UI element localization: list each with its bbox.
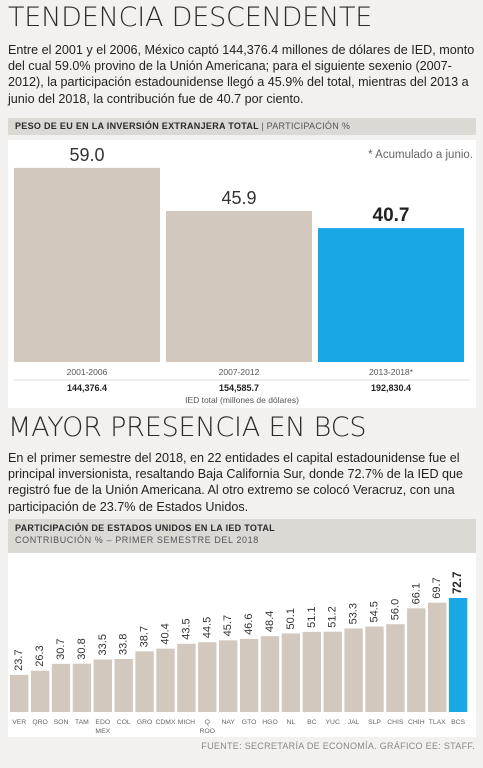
chart2-category-label: TLAX: [429, 719, 446, 726]
chart2-bar: [177, 643, 196, 712]
chart1-total-label: 154,585.7: [219, 383, 259, 393]
chart2-value-label: 48.4: [264, 611, 276, 632]
section1-title: TENDENCIA DESCENDENTE: [8, 2, 373, 33]
chart2-bar: [365, 626, 384, 712]
chart2-panel: 23.7 VER 26.3 QRO 30.7 SON 30.8 TAM 33.5 EDO MEX 33…: [8, 553, 476, 737]
chart2-value-label: 54.5: [369, 601, 381, 622]
chart2-category-label: NL: [287, 719, 296, 726]
chart2-category-label: SLP: [368, 719, 381, 726]
chart2-value-label: 38.7: [139, 626, 151, 647]
chart2-value-label: 56.0: [389, 599, 401, 620]
chart2-bar: [386, 624, 405, 712]
chart2-category-label: GTO: [242, 719, 257, 726]
chart1-category-label: 2007-2012: [219, 367, 260, 377]
chart2-value-label: 69.7: [431, 577, 443, 598]
chart2-value-label: 30.8: [76, 638, 88, 659]
chart2-value-label: 33.8: [118, 634, 130, 655]
chart2-bar: [239, 638, 259, 712]
chart2-category-label: TAM: [75, 719, 89, 726]
chart2-bar: [260, 636, 280, 712]
chart2-category-label: CHIS: [387, 719, 404, 726]
chart2-bar: [448, 598, 468, 712]
chart2-value-label: 44.5: [201, 617, 213, 638]
chart2-value-label: 45.7: [222, 615, 234, 636]
chart2-category-label: BC: [307, 719, 317, 726]
chart2-bar: [93, 659, 112, 712]
chart2-category-label: GRO: [137, 719, 152, 726]
chart2-bar: [10, 674, 29, 712]
chart2-svg: 23.7 VER 26.3 QRO 30.7 SON 30.8 TAM 33.5 EDO MEX 33…: [10, 572, 468, 735]
chart2-category-label: JAL: [348, 719, 360, 726]
chart2-bar: [407, 608, 426, 712]
section1-paragraph: Entre el 2001 y el 2006, México captó 14…: [8, 43, 475, 106]
chart1-header-subtitle: PARTICIPACIÓN %: [266, 121, 351, 131]
chart2-header-subtitle: CONTRIBUCIÓN % – PRIMER SEMESTRE DEL 201…: [15, 535, 259, 545]
chart2-value-label: 26.3: [34, 645, 46, 666]
chart2-bar: [72, 663, 92, 712]
chart2-bar: [302, 631, 321, 712]
chart2-bar: [344, 628, 363, 712]
chart1-totals-caption: IED total (millones de dólares): [185, 395, 299, 405]
chart1-bar: [14, 167, 160, 362]
chart1-panel: 59.0 2001-2006 144,376.4 45.9 2007-2012 154,5…: [8, 140, 476, 408]
chart2-category-label: HGO: [262, 719, 277, 726]
chart2-value-label: 30.7: [55, 638, 67, 659]
chart2-category-label: ROO: [200, 728, 215, 735]
chart2-bar: [198, 642, 217, 712]
chart2-category-label: NAY: [221, 719, 235, 726]
chart2-category-label: EDO: [95, 719, 110, 726]
chart1-category-label: 2013-2018*: [369, 367, 414, 377]
chart1-total-label: 144,376.4: [67, 383, 107, 393]
chart2-header: PARTICIPACIÓN DE ESTADOS UNIDOS EN LA IE…: [8, 519, 476, 553]
chart2-value-label: 53.3: [348, 603, 360, 624]
section2-title: MAYOR PRESENCIA EN BCS: [8, 412, 367, 443]
chart2-bar: [51, 663, 71, 712]
chart2-category-label: CDMX: [155, 719, 175, 726]
chart2-value-label: 33.5: [97, 634, 109, 655]
chart2-category-label: COL: [117, 719, 131, 726]
chart2-value-label: 43.5: [180, 618, 192, 639]
chart2-value-label: 40.4: [160, 623, 172, 644]
chart2-category-label: BCS: [451, 719, 465, 726]
chart2-bar: [114, 658, 133, 712]
chart1-bar: [166, 210, 312, 362]
chart1-svg: 59.0 2001-2006 144,376.4 45.9 2007-2012 154,5…: [14, 145, 470, 405]
source-footer: FUENTE: SECRETARÍA DE ECONOMÍA. GRÁFICO …: [201, 741, 475, 751]
chart2-value-label: 46.6: [243, 614, 255, 635]
chart1-bar: [318, 228, 464, 362]
chart1-header-title: PESO DE EU EN LA INVERSIÓN EXTRANJERA TO…: [15, 121, 259, 131]
section2-paragraph: En el primer semestre del 2018, en 22 en…: [8, 451, 464, 514]
chart2-value-label: 72.7: [452, 572, 464, 594]
chart2-category-label: Q: [205, 719, 210, 726]
chart2-value-label: 51.2: [327, 606, 339, 627]
chart2-value-label: 23.7: [13, 649, 25, 670]
chart1-note: * Acumulado a junio.: [368, 149, 473, 161]
chart2-category-label: CHIH: [408, 719, 425, 726]
chart2-bar: [428, 602, 447, 712]
chart1-total-label: 192,830.4: [371, 383, 411, 393]
chart2-bar: [135, 651, 154, 712]
chart2-category-label: MEX: [95, 728, 110, 735]
chart2-category-label: QRO: [32, 719, 47, 726]
chart2-header-title: PARTICIPACIÓN DE ESTADOS UNIDOS EN LA IE…: [15, 523, 275, 533]
chart2-category-label: VER: [12, 719, 26, 726]
chart1-header: PESO DE EU EN LA INVERSIÓN EXTRANJERA TO…: [8, 118, 476, 135]
chart1-header-separator: |: [261, 121, 265, 131]
chart1-value-label: 40.7: [373, 205, 410, 226]
chart1-category-label: 2001-2006: [67, 367, 108, 377]
chart1-value-label: 59.0: [69, 145, 104, 165]
chart2-value-label: 50.1: [285, 608, 297, 629]
chart2-value-label: 51.1: [306, 606, 318, 627]
chart2-bar: [281, 633, 301, 712]
chart2-category-label: YUC: [326, 719, 340, 726]
chart2-value-label: 66.1: [410, 583, 422, 604]
chart2-category-label: MICH: [178, 719, 195, 726]
chart1-value-label: 45.9: [221, 188, 256, 208]
chart2-bar: [219, 640, 238, 712]
chart2-bar: [323, 631, 342, 712]
chart2-bar: [30, 670, 50, 712]
chart2-category-label: SON: [54, 719, 69, 726]
chart2-bar: [156, 648, 175, 712]
